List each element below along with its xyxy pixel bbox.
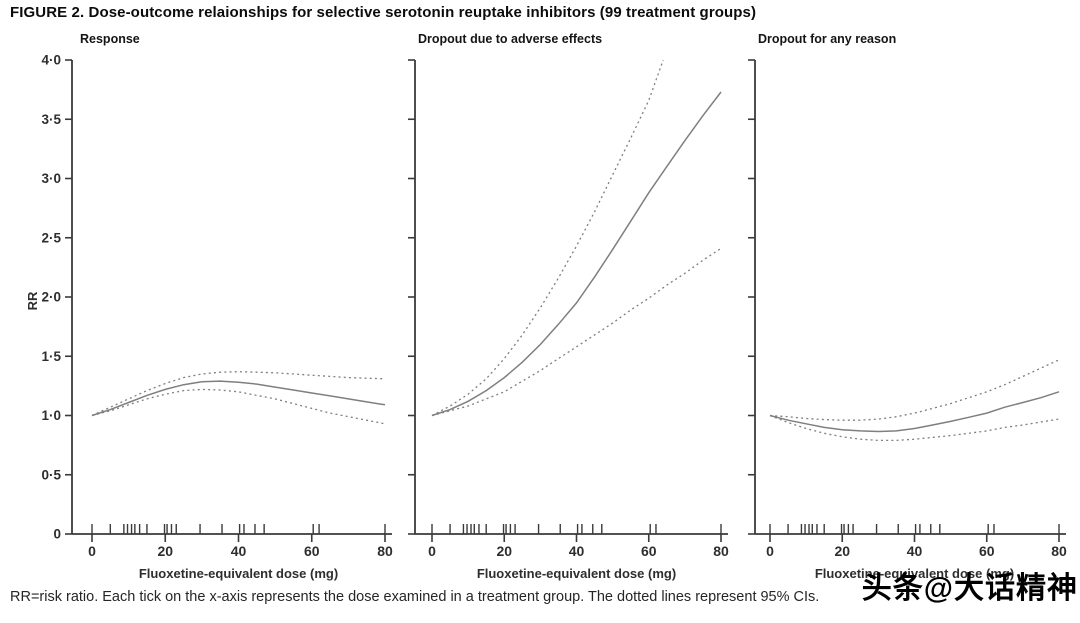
panel-dropout-adverse: Dropout due to adverse effects 0 20 40 60 80… (405, 30, 750, 590)
x-axis-label: Fluoxetine-equivalent dose (mg) (139, 566, 338, 581)
y-tick-label: 2·5 (41, 230, 61, 245)
x-axis-label: Fluoxetine-equivalent dose (mg) (477, 566, 676, 581)
ci-curve (91, 388, 386, 425)
x-tick-label: 60 (641, 543, 657, 559)
y-tick-label: 0 (53, 527, 61, 542)
x-axis-label: Fluoxetine-equivalent dose (mg) (815, 566, 1014, 581)
x-tick-label: 20 (496, 543, 512, 559)
x-tick-label: 20 (834, 543, 850, 559)
x-tick-label: 60 (979, 543, 995, 559)
y-tick-label: 1·0 (41, 408, 61, 423)
x-tick-label: 80 (1051, 543, 1067, 559)
x-tick-label: 20 (157, 543, 173, 559)
y-tick-label: 1·5 (41, 349, 61, 364)
x-tick-label: 0 (88, 543, 96, 559)
figure-title: FIGURE 2. Dose-outcome relaionships for … (10, 4, 757, 21)
panel-response: Response 0 0·5 1·0 1·5 2·0 2·5 3·0 3·5 4·0 RR 0 20 4… (0, 30, 405, 590)
x-tick-label: 40 (231, 543, 247, 559)
x-tick-label: 60 (304, 543, 320, 559)
ci-curve (769, 414, 1060, 442)
ci-curve (431, 59, 664, 417)
watermark-text: 头条@大话精神 (861, 572, 1078, 605)
y-tick-label: 3·0 (41, 171, 61, 186)
figure-caption: RR=risk ratio. Each tick on the x-axis r… (10, 589, 820, 605)
rr-curve (431, 91, 722, 417)
panel-response-chart: 0 0·5 1·0 1·5 2·0 2·5 3·0 3·5 4·0 RR 0 20 40 60 80 Fluo… (25, 53, 393, 582)
panel-dropout-adverse-chart: 0 20 40 60 80 Fluoxetine-equivalent dose (mg) (408, 59, 729, 581)
y-tick-label: 0·5 (41, 467, 61, 482)
panel-dropout-any: Dropout for any reason 0 20 40 60 80 Fluoxeti… (748, 30, 1080, 590)
panel-dropout-any-title: Dropout for any reason (758, 32, 897, 46)
y-tick-label: 4·0 (41, 53, 61, 68)
panel-dropout-adverse-title: Dropout due to adverse effects (418, 32, 603, 46)
y-tick-label: 3·5 (41, 112, 61, 127)
x-tick-label: 80 (713, 543, 729, 559)
ci-curve (431, 247, 722, 417)
x-tick-label: 80 (377, 543, 393, 559)
panel-dropout-any-chart: 0 20 40 60 80 Fluoxetine-equivalent dose (mg) (748, 59, 1067, 581)
x-tick-label: 0 (428, 543, 436, 559)
y-tick-label: 2·0 (41, 290, 61, 305)
panel-response-title: Response (80, 32, 140, 46)
ci-curve (91, 371, 386, 417)
y-axis-label: RR (25, 291, 40, 310)
rr-curve (769, 391, 1060, 433)
rr-curve (91, 380, 386, 417)
x-tick-label: 0 (766, 543, 774, 559)
x-tick-label: 40 (907, 543, 923, 559)
x-tick-label: 40 (569, 543, 585, 559)
ci-curve (769, 359, 1060, 421)
